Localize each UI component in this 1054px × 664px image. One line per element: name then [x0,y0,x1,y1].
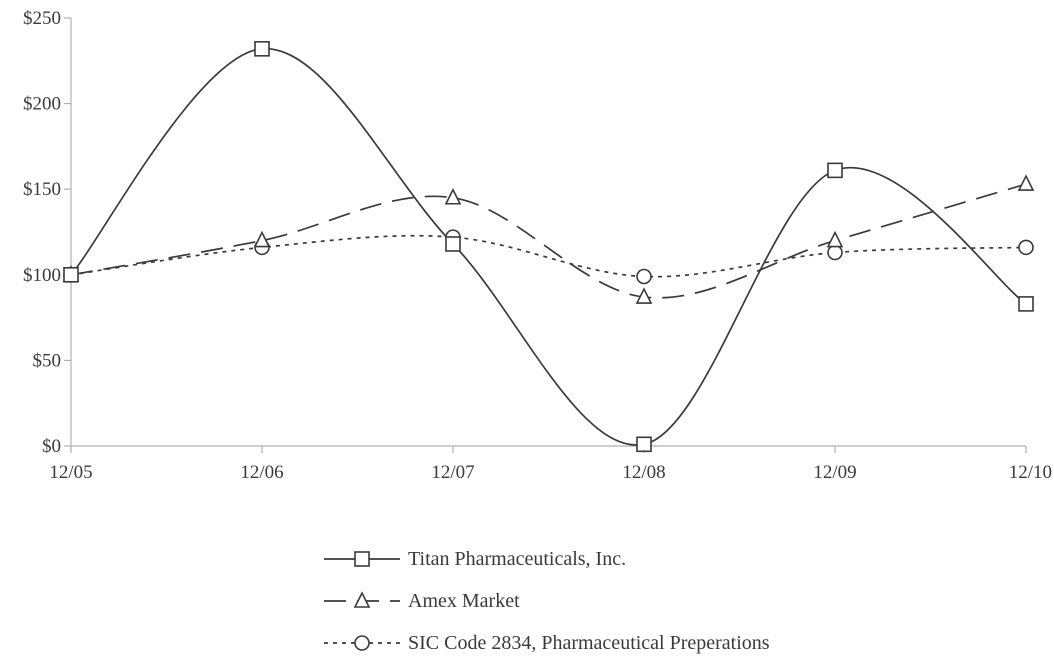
x-tick-label: 12/10 [1009,462,1052,483]
data-point-square [254,41,270,57]
y-tick-label: $150 [23,179,61,200]
series-line-triangle [70,183,1027,299]
legend-swatch-triangle [324,591,400,608]
data-point-square [63,266,79,283]
chart-legend: Titan Pharmaceuticals, Inc. Amex Market SI… [322,538,770,664]
x-tick-label: 12/05 [49,462,92,483]
chart-axes: $0 $50 $100 $150 $200 $250 12/05 12/06 12/07 12/0… [23,8,1052,483]
series-circle [63,229,1034,285]
x-tick-label: 12/06 [240,462,283,483]
data-point-circle [1018,239,1034,256]
data-point-circle [636,268,652,285]
data-point-triangle [253,230,271,248]
chart-series [62,41,1035,453]
legend-item: Amex Market [322,580,770,622]
y-tick-label: $50 [33,350,62,371]
legend-swatch-circle [324,635,400,651]
line-chart: $0 $50 $100 $150 $200 $250 12/05 12/06 12/07 12/0… [23,8,1052,483]
data-point-square [827,162,843,179]
legend-item: SIC Code 2834, Pharmaceutical Preperatio… [322,622,770,664]
data-point-square [445,236,461,252]
data-point-square [636,436,652,453]
y-tick-label: $250 [23,8,61,29]
y-tick-label: $100 [23,265,61,286]
x-tick-label: 12/07 [431,462,474,483]
legend-label: Titan Pharmaceuticals, Inc. [408,547,627,570]
data-point-triangle [444,187,462,205]
legend-item: Titan Pharmaceuticals, Inc. [322,538,770,580]
series-line-square [70,47,1027,446]
legend-label: Amex Market [408,589,520,612]
x-tick-label: 12/08 [622,462,665,483]
y-tick-label: $200 [23,94,61,115]
series-triangle [62,174,1035,304]
data-point-triangle [635,287,653,304]
legend-marker-triangle [353,591,371,608]
data-point-triangle [826,230,844,248]
data-point-square [1018,296,1034,312]
y-tick-label: $0 [42,436,61,457]
legend-label: SIC Code 2834, Pharmaceutical Preperatio… [408,631,770,654]
data-point-circle [827,244,843,261]
x-tick-label: 12/09 [813,462,856,483]
legend-swatch-square [324,551,400,567]
series-line-circle [70,234,1027,278]
legend-marker-square [354,551,370,567]
legend-marker-circle [354,635,370,651]
data-point-triangle [1017,174,1035,191]
series-square [63,41,1034,453]
